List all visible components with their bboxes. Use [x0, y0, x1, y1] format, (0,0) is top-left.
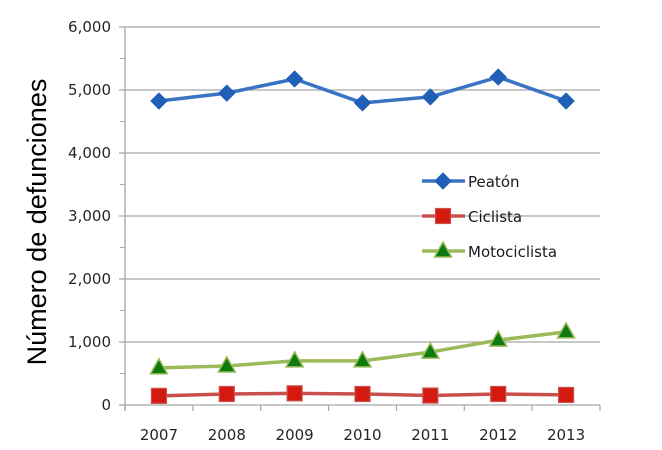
- axes: [120, 27, 601, 411]
- x-tick-label: 2007: [140, 426, 178, 444]
- data-point-diamond: [353, 94, 372, 112]
- y-tick-label: 0: [101, 396, 111, 414]
- y-tick-label: 4,000: [68, 144, 111, 162]
- legend-label: Motociclista: [468, 243, 557, 261]
- data-point-square: [286, 385, 303, 402]
- legend: Peatón Ciclista Motociclista: [422, 172, 557, 261]
- data-point-diamond: [489, 68, 507, 86]
- gridlines: [119, 26, 600, 406]
- x-tick-label: 2013: [547, 426, 585, 444]
- data-point-square: [218, 385, 235, 403]
- data-point-diamond: [285, 70, 304, 88]
- y-tick-label: 6,000: [68, 18, 111, 36]
- data-point-square: [557, 386, 575, 404]
- series-motociclista: [149, 321, 576, 375]
- series-peatón: [150, 68, 575, 112]
- data-point-diamond: [557, 92, 575, 110]
- y-tick-labels: 0 1,000 2,000 3,000 4,000 5,000 6,000: [68, 18, 111, 414]
- y-tick-label: 3,000: [68, 207, 111, 225]
- y-axis-label: Número de defunciones: [22, 79, 52, 366]
- x-tick-label: 2009: [276, 426, 314, 444]
- data-point-triangle: [420, 341, 441, 359]
- data-point-triangle: [149, 357, 169, 375]
- data-point-square: [490, 385, 507, 403]
- data-point-triangle: [488, 329, 509, 347]
- legend-marker-square: [434, 207, 452, 225]
- legend-label: Ciclista: [468, 208, 522, 226]
- data-point-triangle: [284, 350, 305, 368]
- legend-marker-triangle: [433, 240, 453, 258]
- series-ciclista: [150, 385, 575, 404]
- y-tick-label: 1,000: [68, 333, 111, 351]
- data-point-diamond: [421, 88, 440, 106]
- y-tick-label: 2,000: [68, 270, 111, 288]
- data-point-triangle: [352, 350, 373, 368]
- x-tick-label: 2008: [208, 426, 246, 444]
- data-point-triangle: [216, 355, 237, 373]
- data-point-triangle: [556, 321, 576, 339]
- legend-item: Peatón: [422, 172, 520, 191]
- x-tick-label: 2010: [343, 426, 381, 444]
- legend-item: Motociclista: [422, 240, 557, 261]
- x-tick-labels: 2007 2008 2009 2010 2011 2012 2013: [140, 426, 585, 444]
- series-group: [149, 68, 576, 404]
- y-tick-label: 5,000: [68, 81, 111, 99]
- data-point-diamond: [150, 92, 168, 110]
- data-point-square: [150, 387, 168, 404]
- x-tick-label: 2011: [411, 426, 449, 444]
- x-tick-label: 2012: [479, 426, 517, 444]
- data-point-square: [354, 385, 371, 403]
- data-point-square: [422, 387, 439, 404]
- legend-item: Ciclista: [422, 207, 522, 226]
- data-point-diamond: [218, 84, 236, 102]
- legend-label: Peatón: [468, 173, 520, 191]
- legend-marker-diamond: [434, 172, 452, 190]
